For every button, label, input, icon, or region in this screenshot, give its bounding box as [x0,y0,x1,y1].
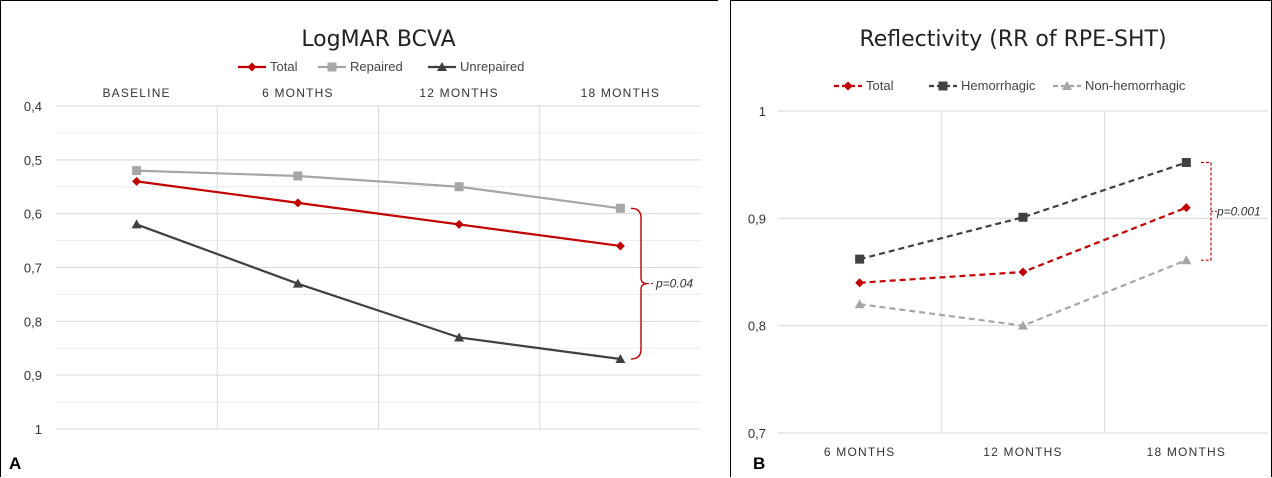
data-point [1018,212,1028,222]
data-point [454,219,464,229]
legend-label: Repaired [350,59,403,74]
series-unrepaired [131,219,626,364]
data-point [855,278,865,288]
series-line [136,223,621,361]
y-tick-label: 0,4 [24,99,42,114]
series-non-hemorrhagic [854,255,1192,330]
y-tick-label: 0,8 [748,319,766,334]
series-line [136,169,621,210]
legend-marker [437,62,447,71]
y-tick-label: 0,9 [24,368,42,383]
data-point [855,254,865,264]
y-tick-label: 1 [759,104,766,119]
data-point [854,299,865,309]
x-tick-label: 18 MONTHS [1147,445,1226,459]
data-point [293,171,303,181]
legend-marker [938,81,948,91]
p-value-label: p=0.04 [655,277,693,291]
panel-label: B [753,454,765,473]
x-tick-label: 18 MONTHS [581,86,660,100]
legend-marker [843,81,853,91]
series-line [859,161,1187,261]
data-point [1181,255,1192,265]
chart-panel-a: LogMAR BCVA Total Repaired Unrepaired BASELI… [0,0,718,477]
data-point [292,278,303,288]
panel-label: A [9,454,21,473]
legend-item: Unrepaired [428,59,524,74]
data-point [1181,203,1191,213]
y-tick-label: 0,7 [748,426,766,441]
significance-bracket [1201,161,1212,261]
data-point [615,203,625,213]
x-tick-label: 12 MONTHS [419,86,498,100]
p-value-label: p=0.001 [1216,204,1261,218]
chart-b-svg: Reflectivity (RR of RPE-SHT) Total Hemorrh… [748,27,1268,473]
chart-title: LogMAR BCVA [301,27,455,52]
legend-marker [1062,81,1072,90]
chart-panel-b: Reflectivity (RR of RPE-SHT) Total Hemorrh… [730,0,1272,477]
legend-item: Total [238,59,298,74]
legend-label: Total [270,59,298,74]
legend-label: Hemorrhagic [961,78,1036,93]
legend-label: Total [866,78,894,93]
data-point [1018,267,1028,277]
series-total [855,203,1191,288]
series-line [136,180,621,248]
y-tick-label: 0,9 [748,211,766,226]
data-point [454,332,465,342]
legend-marker [327,62,337,72]
y-tick-label: 0,8 [24,314,42,329]
series-repaired [132,166,625,213]
legend-item: Hemorrhagic [929,78,1036,93]
legend-item: Repaired [318,59,403,74]
y-tick-label: 1 [35,422,42,437]
x-tick-label: 6 MONTHS [262,86,334,100]
data-point [132,166,142,176]
legend-label: Unrepaired [460,59,524,74]
data-point [1018,320,1028,330]
data-point [293,198,303,208]
chart-title: Reflectivity (RR of RPE-SHT) [859,27,1166,52]
series-hemorrhagic [855,158,1191,264]
x-tick-label: BASELINE [102,86,170,100]
data-point [615,354,626,364]
x-tick-label: 12 MONTHS [983,445,1062,459]
legend-marker [247,62,257,72]
series-total [132,176,625,251]
data-point [615,241,625,251]
legend-item: Non-hemorrhagic [1053,78,1186,93]
legend-item: Total [834,78,894,93]
legend-label: Non-hemorrhagic [1085,78,1186,93]
data-point [132,176,142,186]
data-point [454,182,464,192]
x-tick-label: 6 MONTHS [824,445,896,459]
data-point [131,219,142,229]
y-tick-label: 0,5 [24,153,42,168]
significance-bracket [630,207,648,360]
y-tick-label: 0,7 [24,261,42,276]
data-point [1181,158,1191,168]
y-tick-label: 0,6 [24,207,42,222]
